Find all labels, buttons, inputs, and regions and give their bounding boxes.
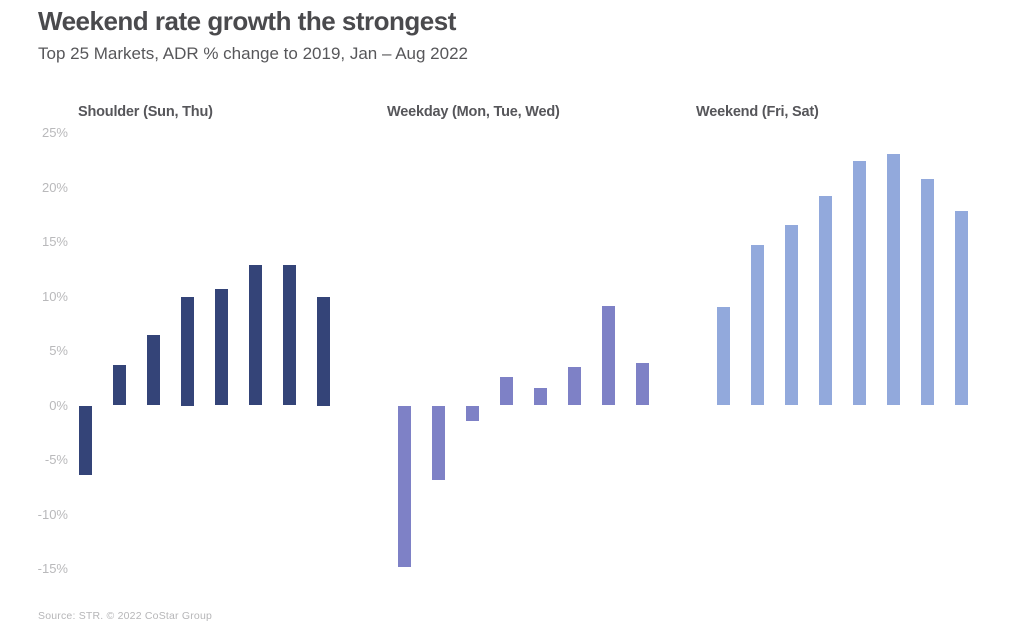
y-tick-label: -15% [37, 561, 68, 576]
y-tick-label: 20% [41, 179, 68, 195]
panel-title-weekend: Weekend (Fri, Sat) [696, 104, 819, 120]
bar [78, 405, 92, 476]
y-axis: 25% 20% 15% 10% 5% 0% -5% -10% -15% [0, 0, 68, 637]
y-tick-label: 10% [41, 288, 68, 304]
bar [920, 178, 934, 406]
y-tick-label: 15% [41, 234, 68, 249]
y-tick-label: 5% [49, 343, 68, 358]
bar [852, 161, 866, 406]
bar [112, 365, 126, 406]
bar [750, 245, 764, 406]
bar [716, 307, 730, 406]
bar [397, 405, 411, 567]
panel-title-weekday: Weekday (Mon, Tue, Wed) [387, 104, 560, 120]
bar [146, 334, 160, 406]
y-tick-label: -5% [44, 452, 68, 467]
bar [533, 388, 547, 406]
y-tick-label: 0% [49, 397, 68, 413]
bar [282, 264, 296, 406]
bar [499, 377, 513, 406]
bar [567, 367, 581, 406]
bar [248, 264, 262, 406]
bar [431, 405, 445, 480]
bar [180, 296, 194, 406]
bar [214, 288, 228, 406]
bar [601, 306, 615, 406]
y-tick-label: 25% [41, 125, 68, 140]
page-title: Weekend rate growth the strongest [38, 6, 456, 36]
source-note: Source: STR. © 2022 CoStar Group [38, 610, 213, 622]
bar [635, 362, 649, 406]
bar [784, 224, 798, 406]
page-subtitle: Top 25 Markets, ADR % change to 2019, Ja… [38, 44, 469, 63]
bar [465, 405, 479, 421]
bar [954, 211, 968, 406]
panel-title-shoulder: Shoulder (Sun, Thu) [78, 104, 213, 120]
y-tick-label: -10% [37, 506, 68, 522]
bar [316, 296, 330, 406]
bar [818, 196, 832, 406]
bar [886, 153, 900, 406]
